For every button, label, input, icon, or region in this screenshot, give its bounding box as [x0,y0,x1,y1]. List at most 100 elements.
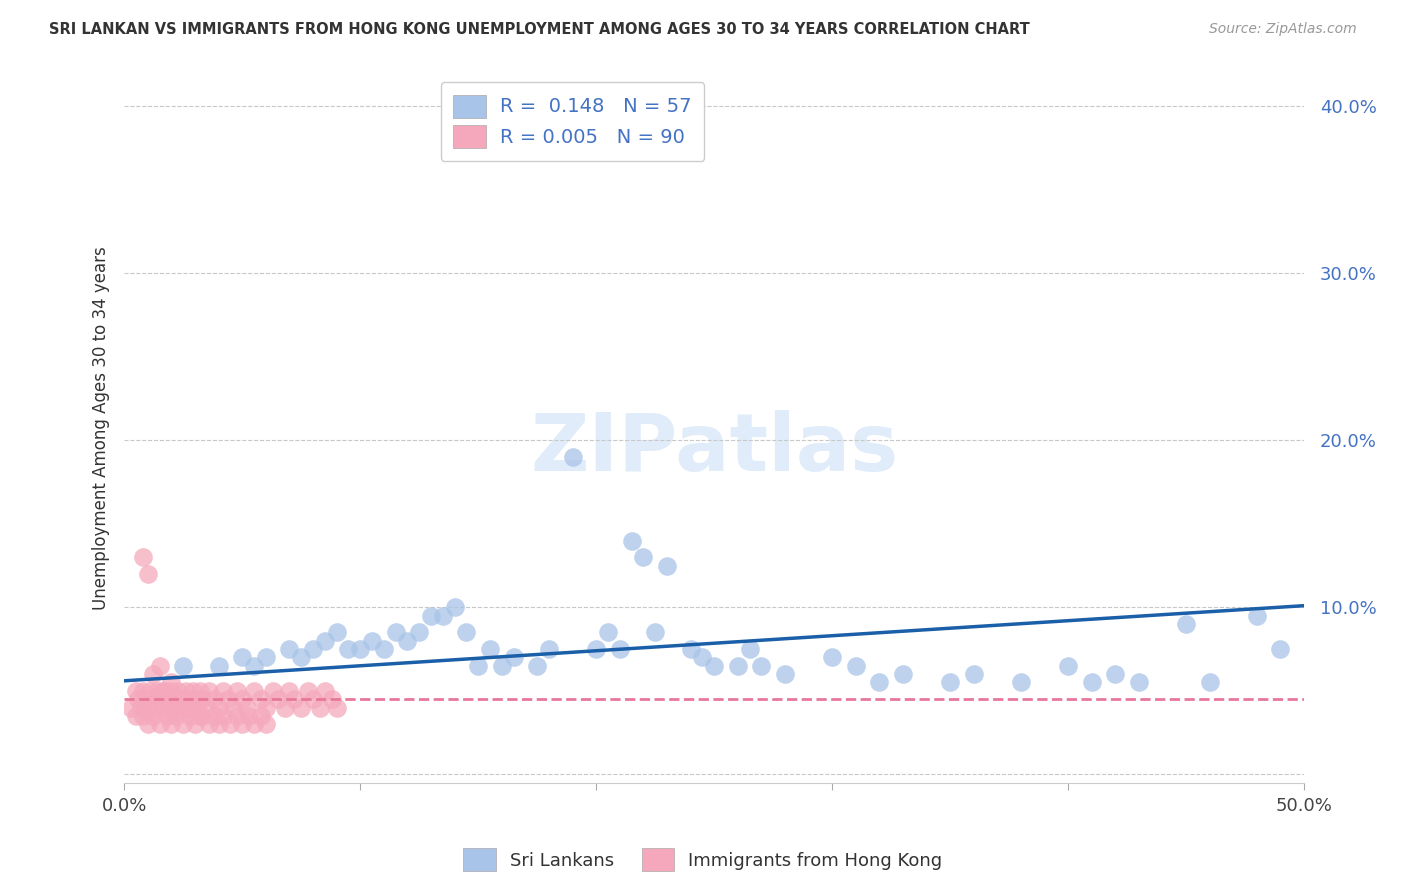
Point [596,625,619,640]
Point [149,717,172,731]
Point [120,700,142,714]
Point [325,700,347,714]
Point [243,683,266,698]
Point [212,709,235,723]
Point [467,658,489,673]
Point [163,692,186,706]
Point [297,683,319,698]
Point [644,625,666,640]
Point [127,692,149,706]
Point [408,625,430,640]
Point [146,683,169,698]
Point [184,692,207,706]
Point [184,717,207,731]
Point [141,667,163,681]
Point [443,600,465,615]
Point [396,633,419,648]
Point [156,692,179,706]
Point [290,650,312,665]
Y-axis label: Unemployment Among Ages 30 to 34 years: Unemployment Among Ages 30 to 34 years [93,246,110,610]
Point [609,642,631,657]
Point [236,700,259,714]
Point [136,700,159,714]
Point [149,692,172,706]
Point [456,625,478,640]
Point [125,683,148,698]
Point [170,700,193,714]
Point [198,717,221,731]
Point [738,642,761,657]
Point [150,700,173,714]
Point [160,692,183,706]
Point [177,692,200,706]
Point [254,717,277,731]
Point [727,658,749,673]
Point [290,700,312,714]
Point [202,709,225,723]
Point [172,717,194,731]
Point [585,642,607,657]
Point [1128,675,1150,690]
Point [195,700,218,714]
Point [262,683,284,698]
Point [302,642,325,657]
Point [537,642,560,657]
Point [179,700,201,714]
Point [620,533,643,548]
Point [181,683,204,698]
Legend: Sri Lankans, Immigrants from Hong Kong: Sri Lankans, Immigrants from Hong Kong [456,841,950,879]
Point [231,717,253,731]
Text: ZIPatlas: ZIPatlas [530,410,898,488]
Point [141,692,163,706]
Point [502,650,524,665]
Point [188,709,211,723]
Point [1198,675,1220,690]
Point [254,700,277,714]
Point [170,692,193,706]
Point [217,692,239,706]
Point [129,700,152,714]
Point [207,717,229,731]
Point [1175,617,1198,632]
Point [134,692,156,706]
Point [1270,642,1292,657]
Point [153,683,176,698]
Point [845,658,868,673]
Point [561,450,583,464]
Point [679,642,702,657]
Point [160,717,183,731]
Text: Source: ZipAtlas.com: Source: ZipAtlas.com [1209,22,1357,37]
Point [526,658,548,673]
Point [939,675,962,690]
Point [1010,675,1032,690]
Point [207,700,229,714]
Point [321,692,343,706]
Point [136,566,159,581]
Point [207,658,229,673]
Point [337,642,360,657]
Point [491,658,513,673]
Point [891,667,914,681]
Point [963,667,986,681]
Point [226,683,249,698]
Point [821,650,844,665]
Point [136,717,159,731]
Point [250,692,273,706]
Point [141,709,163,723]
Point [231,692,253,706]
Point [156,709,179,723]
Point [773,667,796,681]
Point [160,683,183,698]
Point [132,550,155,565]
Point [174,683,197,698]
Point [212,683,235,698]
Point [1080,675,1102,690]
Point [143,700,166,714]
Point [149,658,172,673]
Point [243,717,266,731]
Point [655,558,678,573]
Point [633,550,655,565]
Point [250,709,273,723]
Point [157,700,180,714]
Point [238,709,260,723]
